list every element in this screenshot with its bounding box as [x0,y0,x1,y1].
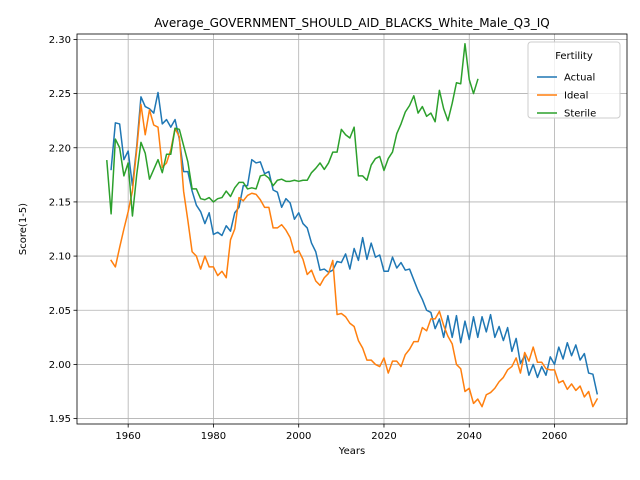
series-line-sterile [106,43,479,217]
legend-title: Fertility [555,51,593,62]
series-lines [106,43,599,408]
series-line-actual [110,91,599,395]
legend-label-ideal: Ideal [564,91,588,102]
y-tick-label: 2.10 [49,252,71,263]
x-tick-label: 2060 [542,431,567,442]
x-axis-ticks: 1960 1980 2000 2020 2040 2060 [115,424,567,442]
y-tick-label: 2.05 [49,306,71,317]
y-axis-ticks: 1.95 2.00 2.05 2.10 2.15 2.20 2.25 2.30 [49,35,77,425]
x-tick-label: 2000 [286,431,311,442]
legend: Fertility Actual Ideal Sterile [527,41,621,120]
x-tick-label: 1960 [115,431,140,442]
y-tick-label: 2.00 [49,360,71,371]
x-tick-label: 2020 [371,431,396,442]
legend-box [527,41,621,119]
y-tick-label: 2.30 [49,35,71,46]
x-tick-label: 1980 [201,431,226,442]
y-tick-label: 1.95 [49,414,71,425]
chart-title: Average_GOVERNMENT_SHOULD_AID_BLACKS_Whi… [154,16,549,30]
legend-label-sterile: Sterile [564,109,596,120]
y-tick-label: 2.15 [49,197,71,208]
series-line-ideal [110,103,599,408]
y-axis-label: Score(1-5) [18,203,29,255]
x-tick-label: 2040 [457,431,482,442]
x-axis-label: Years [338,446,365,457]
y-tick-label: 2.20 [49,143,71,154]
legend-label-actual: Actual [564,73,595,84]
y-tick-label: 2.25 [49,89,71,100]
plot-frame [76,33,628,425]
